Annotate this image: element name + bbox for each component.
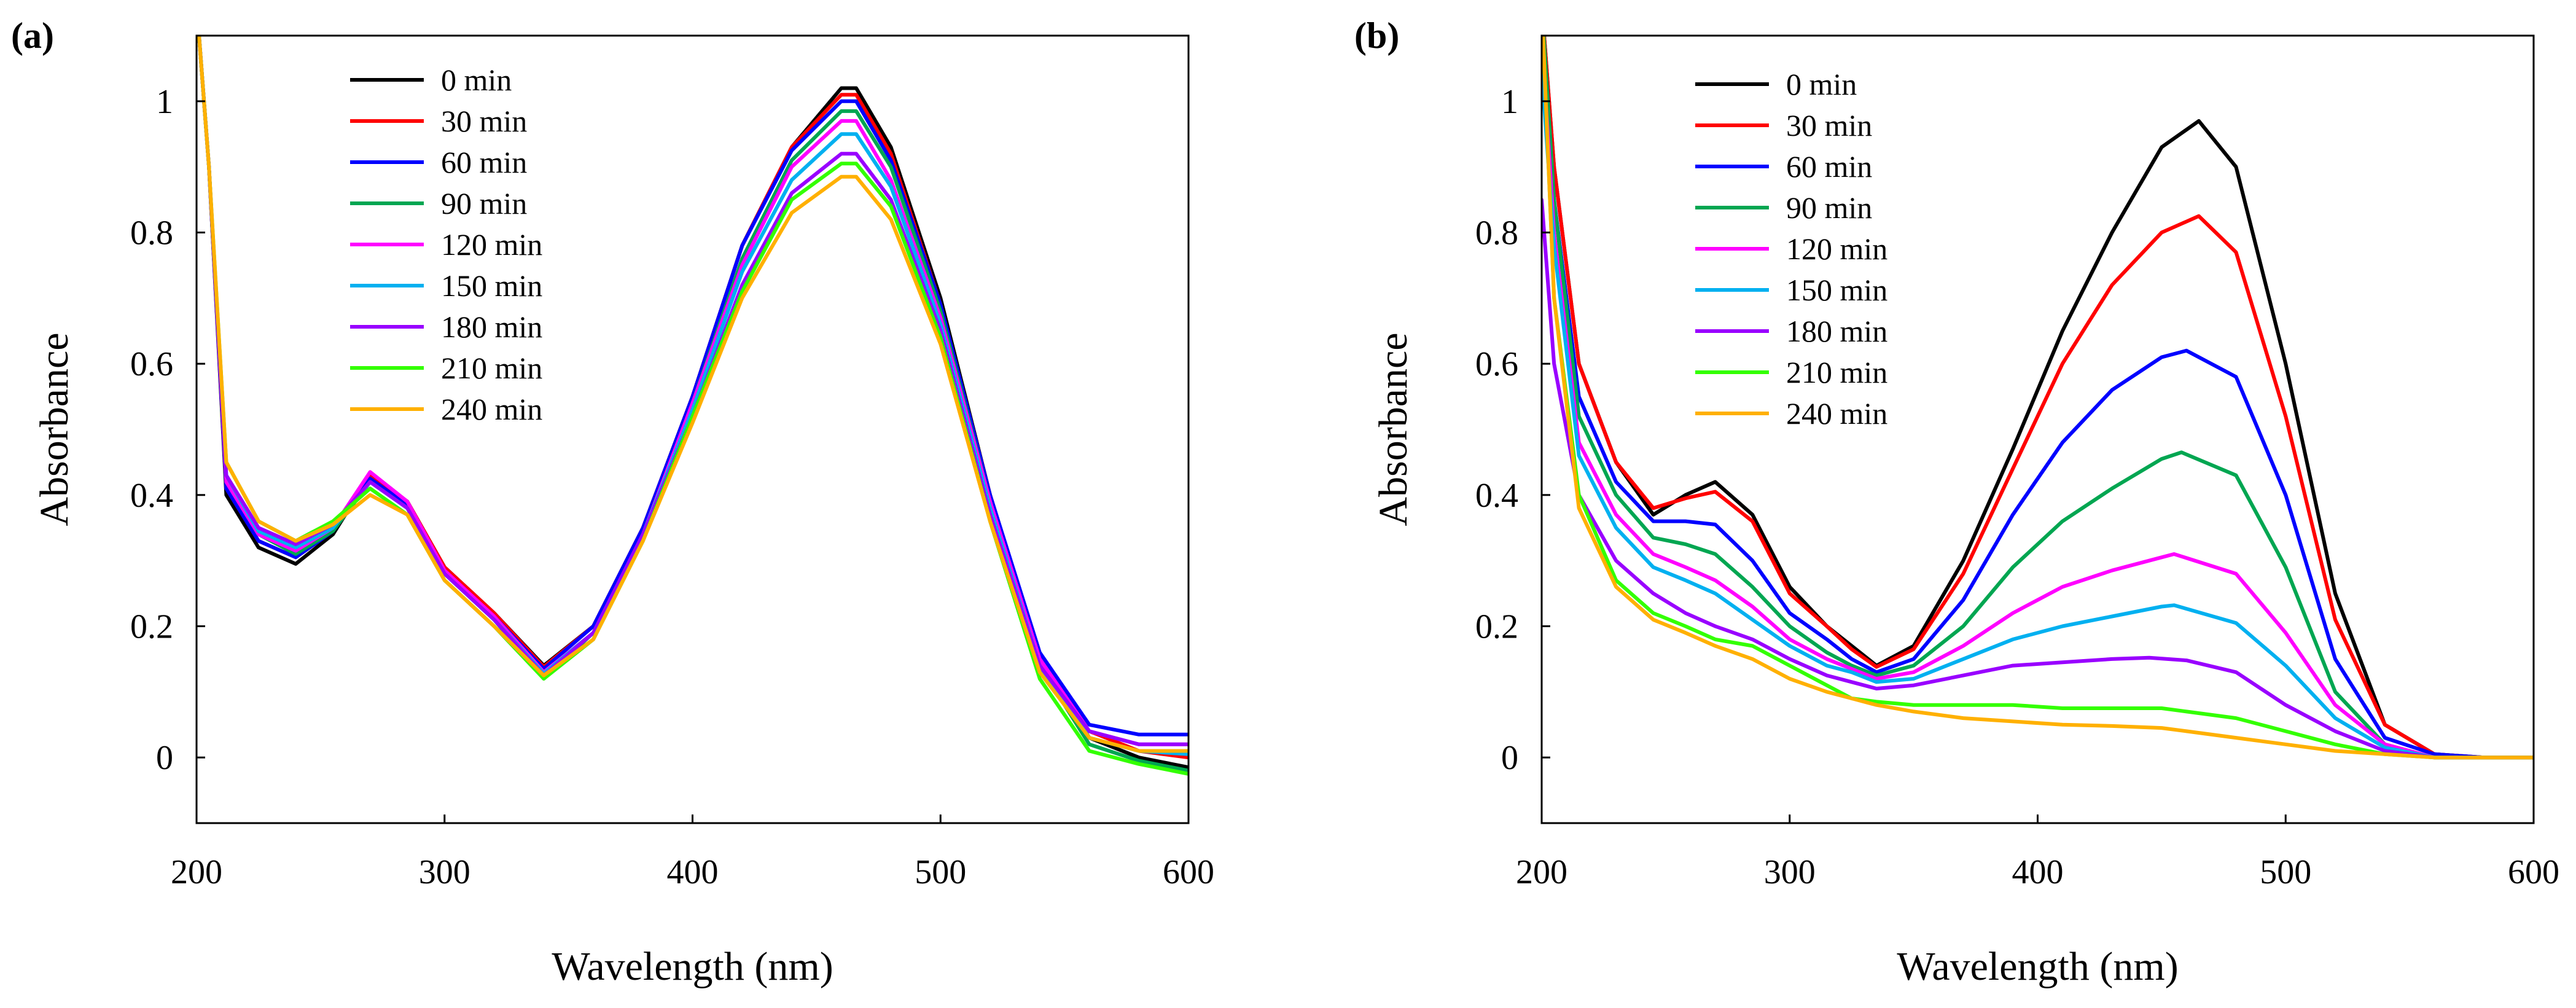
panel-a: 0 0.2 0.4 0.6 0.8 1 200 300 400 500 600 Wavelength … (11, 15, 1214, 989)
y-tick-label: 0.2 (130, 608, 173, 646)
y-tick-label: 0.8 (1475, 214, 1518, 252)
legend-label: 150 min (1786, 273, 1887, 307)
series-line-60-min (1542, 36, 2534, 760)
series-line-30-min (1542, 36, 2534, 760)
x-tick-label: 600 (1163, 853, 1214, 891)
x-tick-label: 200 (1516, 853, 1567, 891)
legend-label: 0 min (1786, 67, 1857, 101)
legend-label: 60 min (1786, 149, 1872, 184)
series-line-240-min (197, 36, 1188, 753)
legend-label: 180 min (441, 310, 542, 344)
y-tick-label: 0 (1501, 739, 1518, 777)
y-tick-label: 1 (156, 83, 173, 121)
y-tick-label: 0 (156, 739, 173, 777)
legend-label: 0 min (441, 63, 512, 97)
series-line-180-min (1542, 198, 2534, 760)
legend-label: 120 min (441, 227, 542, 262)
series-line-150-min (1542, 66, 2534, 760)
y-axis-title: Absorbance (32, 332, 77, 526)
x-axis-title: Wavelength (nm) (1897, 944, 2178, 989)
x-tick-label: 400 (667, 853, 719, 891)
x-tick-label: 400 (2012, 853, 2064, 891)
x-tick-label: 500 (915, 853, 966, 891)
legend-label: 240 min (1786, 396, 1887, 431)
series-line-120-min (197, 36, 1188, 746)
series-group (197, 36, 1188, 776)
series-line-90-min (1542, 36, 2534, 760)
x-tick-label: 200 (171, 853, 222, 891)
legend-label: 90 min (441, 186, 527, 221)
series-line-240-min (1542, 36, 2534, 760)
x-tick-label: 300 (1764, 853, 1816, 891)
y-tick-label: 0.6 (1475, 345, 1518, 383)
legend-label: 30 min (441, 104, 527, 138)
y-tick-label: 0.8 (130, 214, 173, 252)
legend-label: 150 min (441, 268, 542, 303)
legend-label: 60 min (441, 145, 527, 179)
y-tick-label: 0.4 (1475, 477, 1518, 515)
series-group (1542, 36, 2534, 760)
y-tick-label: 0.4 (130, 477, 173, 515)
legend-label: 210 min (1786, 355, 1887, 389)
series-line-120-min (1542, 36, 2534, 760)
x-tick-label: 500 (2260, 853, 2311, 891)
legend-label: 210 min (441, 351, 542, 385)
series-line-60-min (197, 36, 1188, 736)
legend-label: 30 min (1786, 108, 1872, 143)
y-tick-label: 0.6 (130, 345, 173, 383)
x-tick-label: 300 (419, 853, 470, 891)
series-line-30-min (197, 36, 1188, 760)
series-line-210-min (1542, 36, 2534, 760)
plot-frame (195, 34, 1190, 824)
y-tick-label: 0.2 (1475, 608, 1518, 646)
legend-label: 120 min (1786, 232, 1887, 266)
panel-b: 0 0.2 0.4 0.6 0.8 1 200 300 400 500 600 Wavelength … (1354, 15, 2559, 989)
panel-label: (a) (11, 15, 54, 56)
legend: 0 min 30 min 60 min 90 min 120 min 150 min 180… (350, 63, 542, 426)
series-line-180-min (197, 36, 1188, 746)
panel-label: (b) (1354, 15, 1399, 56)
y-tick-label: 1 (1501, 83, 1518, 121)
y-axis-title: Absorbance (1371, 332, 1416, 526)
x-axis-title: Wavelength (nm) (552, 944, 833, 989)
legend: 0 min 30 min 60 min 90 min 120 min 150 min 180… (1695, 67, 1887, 431)
legend-label: 180 min (1786, 314, 1887, 348)
x-tick-label: 600 (2508, 853, 2559, 891)
series-line-150-min (197, 36, 1188, 756)
legend-label: 240 min (441, 392, 542, 426)
legend-label: 90 min (1786, 190, 1872, 225)
series-line-0-min (1542, 36, 2534, 760)
